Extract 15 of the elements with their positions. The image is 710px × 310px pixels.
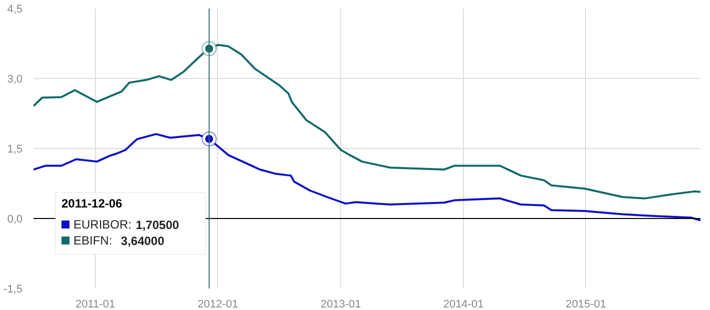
legend-title: 2011-12-06 [62, 196, 123, 210]
x-tick-label: 2015-01 [566, 298, 606, 310]
x-tick-label: 2011-01 [76, 298, 116, 310]
x-tick-label: 2012-01 [198, 298, 238, 310]
y-tick-label: 0,0 [7, 214, 23, 226]
legend-label: EURIBOR: [74, 218, 132, 232]
x-tick-label: 2013-01 [320, 298, 361, 310]
x-tick-label: 2014-01 [443, 298, 484, 310]
annotation: 1,70500 [136, 218, 180, 232]
y-tick-label: 4,5 [7, 4, 23, 16]
annotation: 3,64000 [120, 234, 165, 248]
y-tick-label: -1,5 [4, 284, 23, 296]
y-tick-label: 1,5 [7, 144, 23, 156]
legend-label: EBIFN: [74, 234, 112, 248]
y-tick-label: 3,0 [7, 74, 23, 86]
